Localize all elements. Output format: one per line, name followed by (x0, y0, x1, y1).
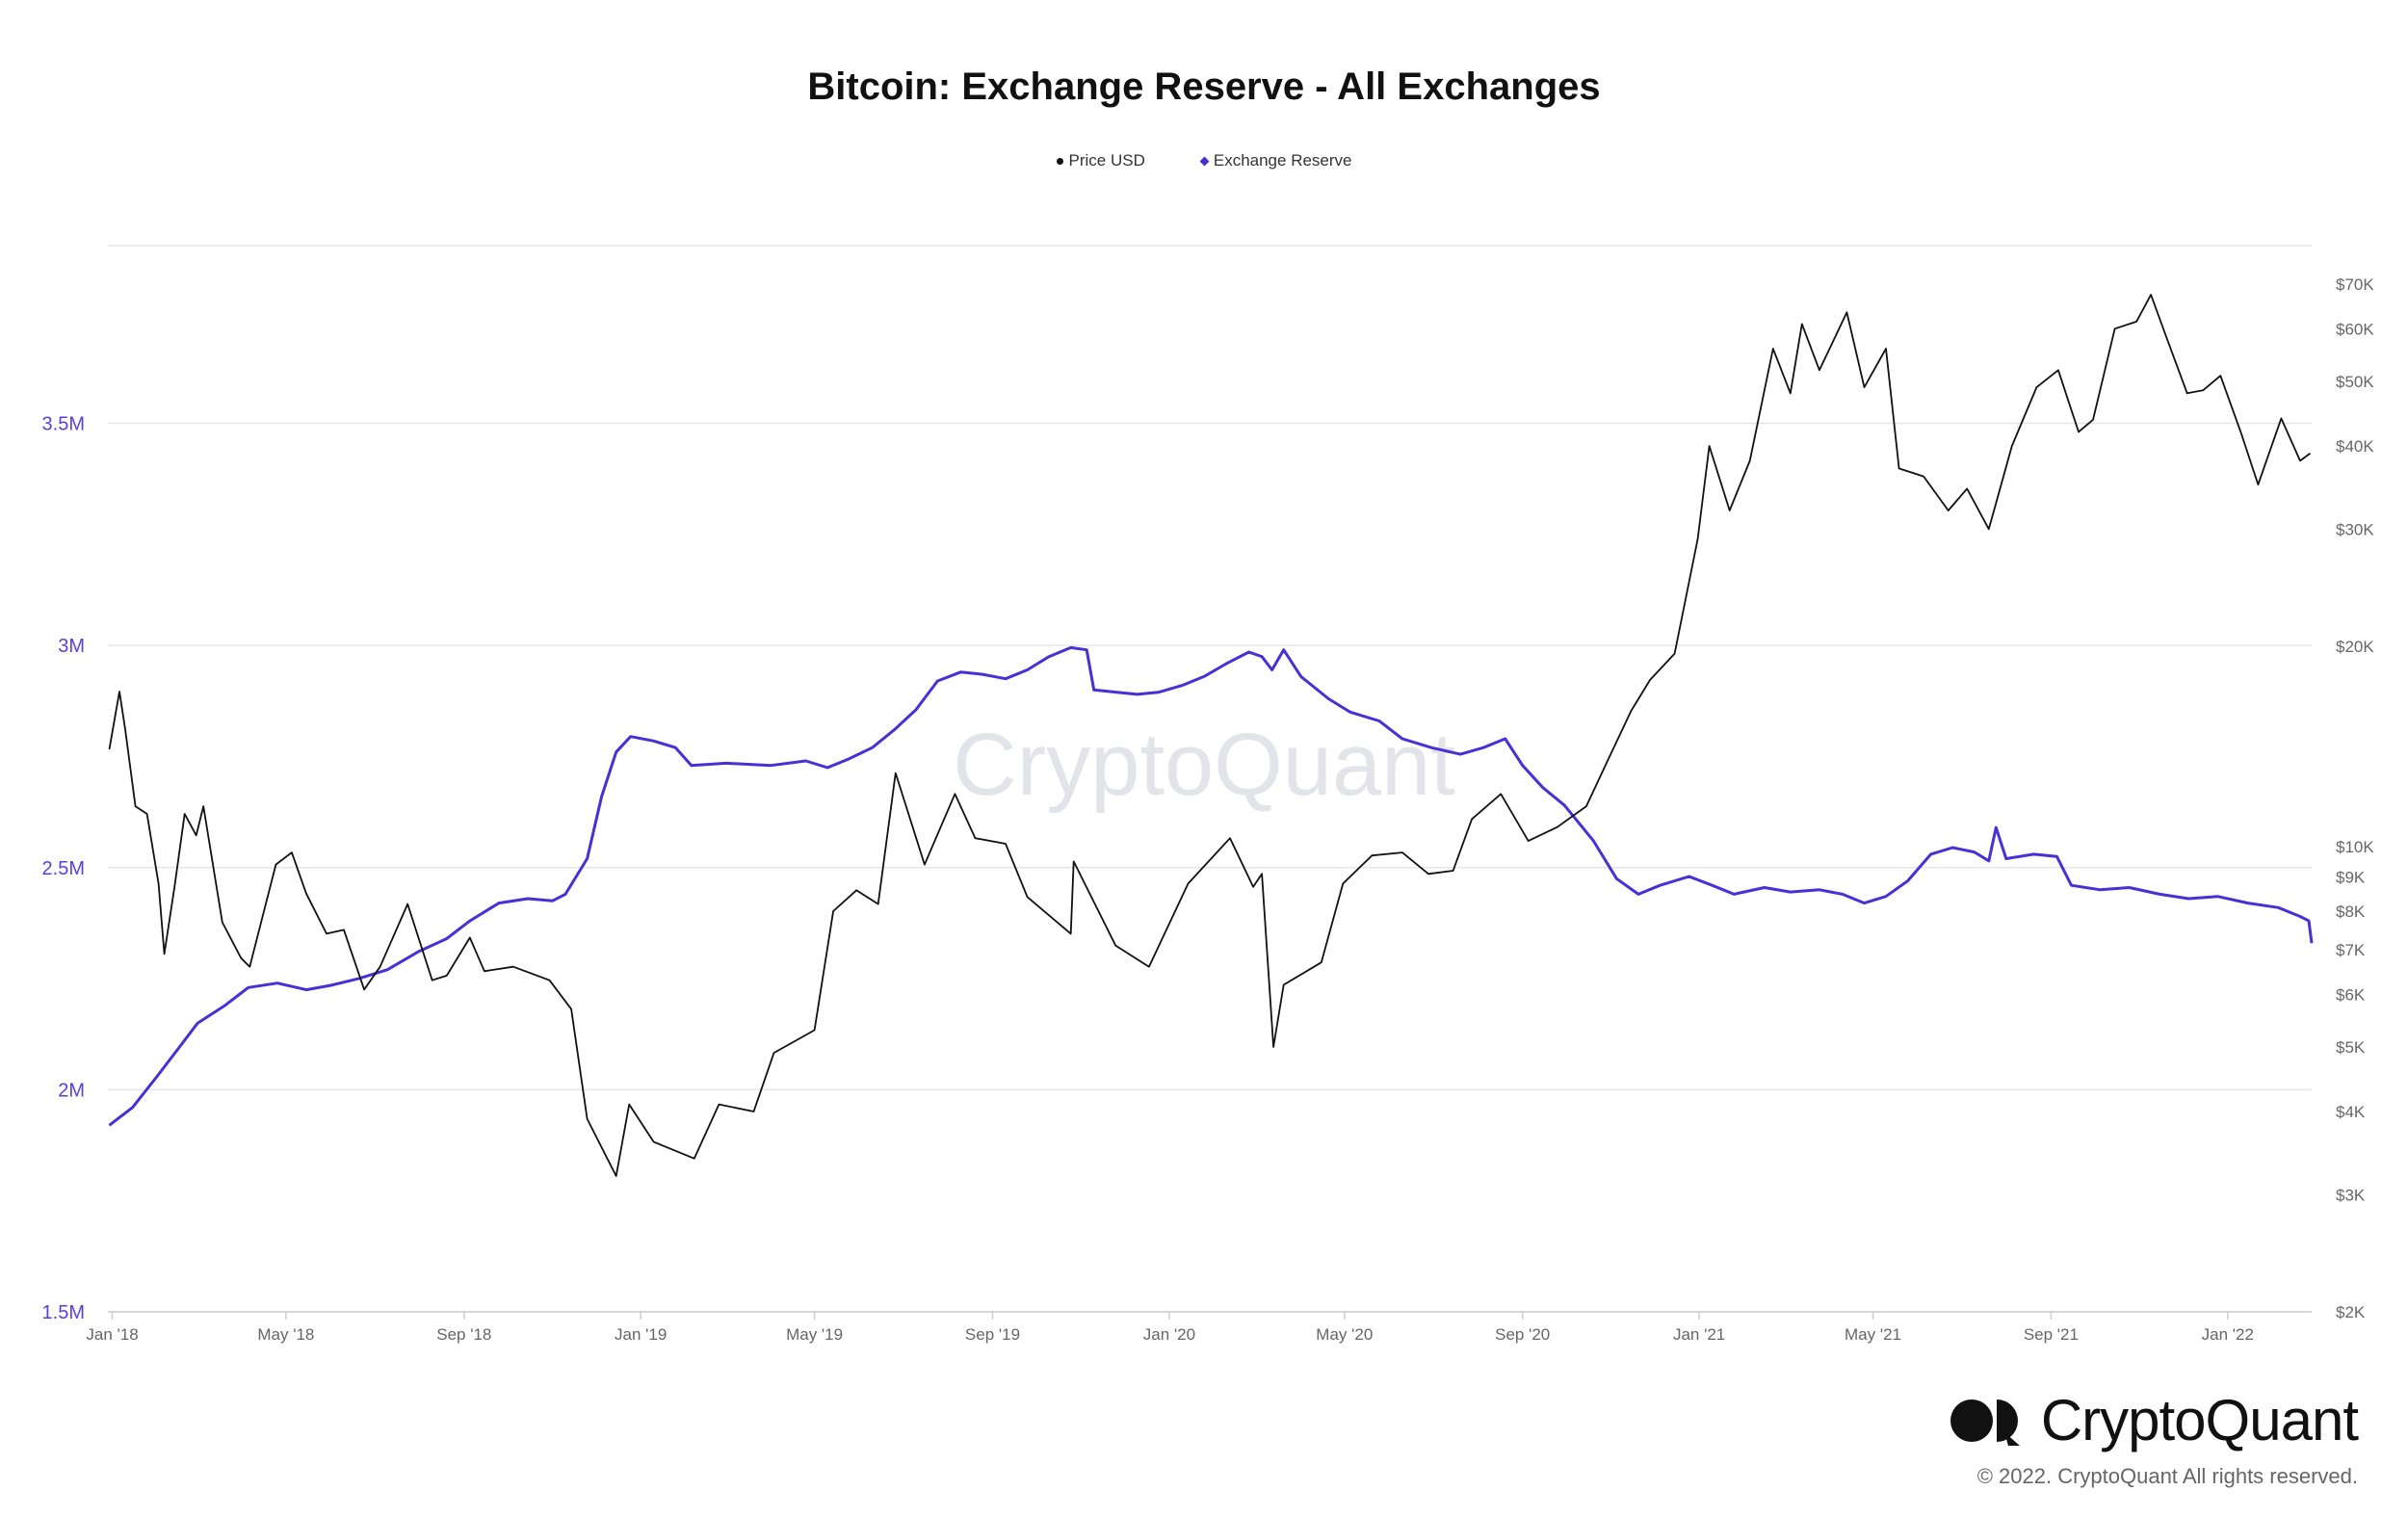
x-axis-tick-label: May '20 (1316, 1325, 1373, 1344)
right-axis-tick-label: $4K (2336, 1103, 2366, 1121)
right-axis-tick-label: $8K (2336, 902, 2366, 921)
series-lines (108, 294, 2314, 1177)
legend-item-reserve[interactable]: Exchange Reserve (1199, 151, 1352, 170)
right-axis-tick-label: $5K (2336, 1038, 2366, 1057)
series-line-exchange-reserve (108, 645, 2314, 1127)
legend-price-marker-icon (1056, 157, 1063, 165)
right-axis-tick-label: $2K (2336, 1303, 2366, 1321)
right-y-axis: $2K $3K $4K $5K $6K $7K $8K $9K $10K $20K $30K $40K… (2336, 275, 2374, 1321)
left-axis-tick-label: 3.5M (42, 414, 85, 435)
x-axis-tick-label: Jan '20 (1143, 1325, 1195, 1344)
x-axis-tick-label: Sep '20 (1495, 1325, 1550, 1344)
x-axis-tick-label: Jan '22 (2202, 1325, 2254, 1344)
right-axis-tick-label: $20K (2336, 638, 2374, 656)
right-axis-tick-label: $7K (2336, 941, 2366, 959)
left-axis-tick-label: 1.5M (42, 1302, 85, 1323)
x-axis-tick-label: Sep '19 (965, 1325, 1020, 1344)
x-axis-tick-label: Sep '18 (436, 1325, 491, 1344)
chart-legend: Price USD Exchange Reserve (0, 151, 2408, 170)
x-axis-tick-label: May '18 (257, 1325, 314, 1344)
right-axis-tick-label: $6K (2336, 985, 2366, 1004)
right-axis-tick-label: $70K (2336, 275, 2374, 294)
x-axis-tick-label: Jan '19 (615, 1325, 667, 1344)
x-axis-tick-label: Sep '21 (2024, 1325, 2079, 1344)
right-axis-tick-label: $60K (2336, 320, 2374, 338)
x-axis-tick-label: May '21 (1845, 1325, 1901, 1344)
copyright: © 2022. CryptoQuant All rights reserved. (1976, 1464, 2358, 1488)
left-axis-tick-label: 2M (58, 1080, 85, 1101)
legend-item-price[interactable]: Price USD (1056, 151, 1145, 170)
x-axis-tick-label: May '19 (786, 1325, 843, 1344)
x-axis: Jan '18 May '18 Sep '18 Jan '19 May '19 Sep '… (86, 1311, 2312, 1344)
watermark: CryptoQuant (953, 716, 1455, 814)
cryptoquant-logo-icon (1950, 1399, 2020, 1446)
series-line-price-usd (108, 294, 2312, 1177)
legend-reserve-label: Exchange Reserve (1213, 151, 1352, 170)
left-y-axis: 1.5M 2M 2.5M 3M 3.5M (42, 414, 85, 1324)
right-axis-tick-label: $9K (2336, 869, 2366, 887)
chart-title: Bitcoin: Exchange Reserve - All Exchange… (807, 65, 1601, 108)
left-axis-tick-label: 3M (58, 636, 85, 657)
x-axis-tick-label: Jan '21 (1673, 1325, 1725, 1344)
right-axis-tick-label: $50K (2336, 373, 2374, 391)
right-axis-tick-label: $30K (2336, 520, 2374, 538)
right-axis-tick-label: $10K (2336, 838, 2374, 856)
right-axis-tick-label: $40K (2336, 437, 2374, 456)
brand-name: CryptoQuant (2040, 1388, 2359, 1452)
legend-price-label: Price USD (1068, 151, 1145, 170)
x-axis-tick-label: Jan '18 (86, 1325, 138, 1344)
left-axis-tick-label: 2.5M (42, 858, 85, 879)
right-axis-tick-label: $3K (2336, 1186, 2366, 1204)
brand: CryptoQuant (1949, 1387, 2359, 1453)
